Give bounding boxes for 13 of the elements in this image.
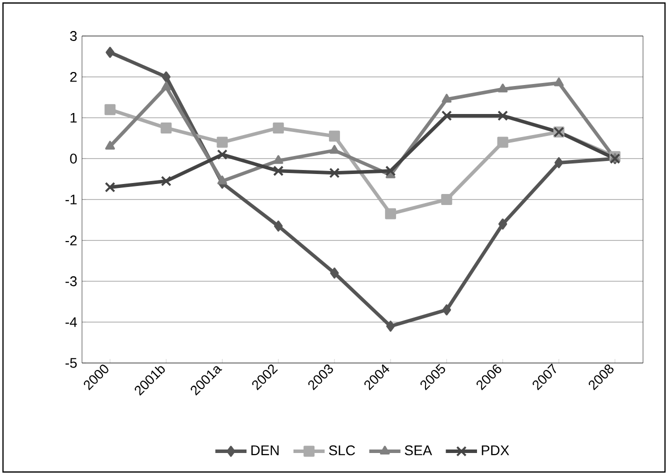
y-tick-label: 1	[70, 112, 77, 123]
legend-label: SLC	[329, 445, 355, 456]
y-tick-label: -3	[66, 276, 77, 286]
legend-label: DEN	[251, 445, 279, 456]
y-tick-label: -4	[66, 317, 77, 327]
y-tick-label: 3	[70, 31, 77, 41]
y-tick-label: -2	[66, 235, 77, 246]
legend-label: PDX	[482, 445, 510, 456]
y-tick-label: 2	[70, 72, 77, 82]
legend-label: SEA	[404, 445, 432, 456]
y-tick-label: -5	[66, 358, 77, 368]
y-tick-label: -1	[66, 194, 77, 204]
y-tick-label: 0	[70, 154, 77, 164]
